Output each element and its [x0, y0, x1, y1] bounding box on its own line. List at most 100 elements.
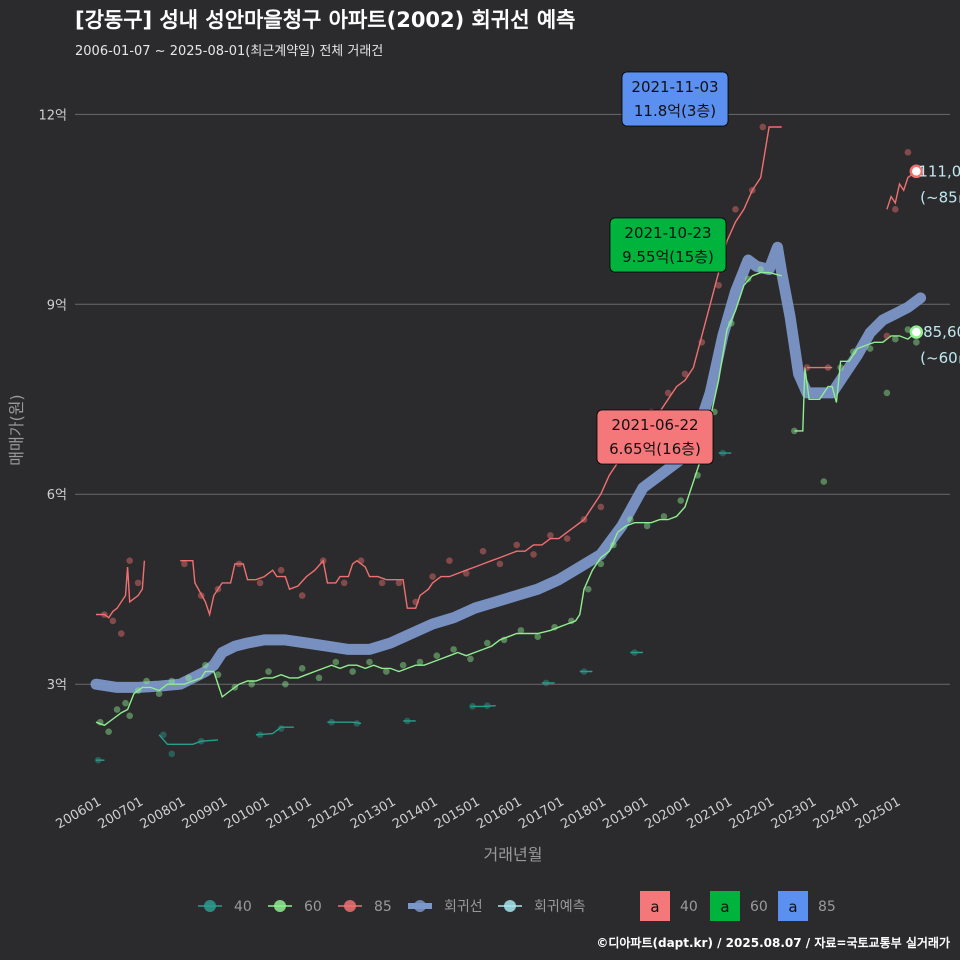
- data-point-60: [282, 680, 289, 688]
- data-point-85: [904, 149, 912, 156]
- data-point-60: [626, 516, 634, 523]
- data-point-60: [660, 513, 668, 520]
- data-point-60: [113, 706, 121, 713]
- annotation-date: 2021-10-23: [624, 224, 711, 242]
- x-tick-labels: 2006012007012008012009012010012011012012…: [54, 794, 904, 832]
- chart-title: [강동구] 성내 성안마을청구 아파트(2002) 회귀선 예측: [75, 8, 575, 32]
- data-point-85: [513, 541, 521, 549]
- annotation-value: 9.55억(15층): [622, 248, 714, 266]
- x-tick-label: 202501: [853, 794, 903, 832]
- data-point-60: [416, 658, 424, 666]
- data-point-85: [446, 557, 453, 565]
- data-point-60: [155, 690, 163, 697]
- legend-box-swatch: [778, 891, 808, 921]
- data-point-85: [429, 573, 436, 580]
- legend-key-dot: [274, 900, 286, 912]
- regression-line: [90, 241, 927, 693]
- chart-subtitle: 2006-01-07 ~ 2025-08-01(최근계약일) 전체 거래건: [75, 44, 383, 59]
- data-point-85: [134, 579, 142, 587]
- legend-box-glyph: a: [788, 898, 797, 916]
- legend-key-dot: [504, 900, 516, 912]
- end-marker: [909, 325, 924, 339]
- y-tick-label: 6억: [47, 488, 67, 503]
- data-point-60: [332, 658, 340, 666]
- x-tick-label: 202401: [811, 794, 861, 832]
- end-label-area: (~60㎡): [920, 349, 960, 367]
- data-point-85: [479, 547, 487, 555]
- data-point-60: [366, 658, 373, 666]
- x-tick-label: 201701: [516, 794, 566, 832]
- legend-key-dot: [414, 900, 426, 912]
- data-point-85: [547, 532, 554, 539]
- data-point-60: [677, 497, 685, 504]
- legend-key-dot: [344, 900, 356, 912]
- x-tick-label: 200601: [54, 794, 104, 832]
- legend-box-label: 60: [750, 899, 768, 915]
- legend-label: 85: [374, 899, 392, 915]
- data-point-60: [315, 674, 323, 682]
- data-point-60: [517, 627, 525, 634]
- x-tick-label: 200801: [138, 794, 188, 832]
- legend-label: 회귀예측: [534, 899, 586, 915]
- data-point-85: [256, 579, 264, 587]
- legend-box-glyph: a: [720, 898, 729, 916]
- data-point-60: [450, 646, 457, 653]
- data-point-85: [298, 592, 306, 599]
- y-gridlines: [75, 113, 950, 685]
- x-tick-label: 201501: [432, 794, 482, 832]
- data-point-85: [395, 579, 403, 587]
- y-axis-title: 매매가(원): [7, 394, 26, 465]
- x-tick-label: 201601: [474, 794, 524, 832]
- data-point-60: [433, 652, 441, 659]
- data-point-60: [643, 522, 651, 530]
- series-line-85: [96, 126, 917, 619]
- data-point-60: [143, 677, 150, 685]
- legend: 40 60 85 회귀선 회귀예측 a 40 a 60 a 85: [198, 891, 836, 921]
- end-label-price: 85,600: [923, 323, 960, 341]
- data-point-85: [597, 503, 605, 511]
- annotation-box: [596, 409, 714, 465]
- y-tick-labels: 3억 6억 9억 12억: [38, 108, 67, 693]
- x-tick-label: 201301: [348, 794, 398, 832]
- data-point-85: [715, 281, 722, 289]
- data-point-60: [399, 661, 407, 669]
- series-line-60: [95, 271, 917, 727]
- data-point-85: [117, 630, 125, 637]
- y-tick-label: 3억: [47, 678, 67, 693]
- chart-caption: ©디아파트(dapt.kr) / 2025.08.07 / 자료=국토교통부 실…: [596, 935, 950, 950]
- data-point-60: [597, 560, 605, 568]
- data-point-60: [534, 633, 542, 641]
- x-tick-label: 200701: [96, 794, 146, 832]
- x-tick-label: 201201: [306, 794, 356, 832]
- data-point-60: [483, 639, 491, 647]
- data-point-60: [904, 326, 912, 333]
- x-tick-label: 201401: [390, 794, 440, 832]
- x-axis-title: 거래년월: [484, 845, 543, 864]
- data-point-60: [892, 335, 899, 343]
- x-tick-label: 201101: [264, 794, 314, 832]
- data-point-60: [467, 655, 474, 663]
- end-label-price: 111,000: [918, 162, 960, 180]
- x-tick-label: 201901: [600, 794, 650, 832]
- data-point-60: [214, 671, 222, 678]
- x-tick-label: 202001: [642, 794, 692, 832]
- data-point-85: [681, 370, 689, 378]
- data-point-60: [883, 389, 891, 397]
- data-point-85: [530, 551, 537, 558]
- data-point-60: [757, 266, 764, 273]
- data-point-85: [803, 364, 811, 371]
- data-point-85: [664, 389, 672, 397]
- annotation-layer: 2021-11-03 11.8억(3층) 2021-10-23 9.55억(15층) 2…: [596, 71, 729, 465]
- legend-box-glyph: a: [650, 898, 659, 916]
- data-point-40: [160, 731, 167, 739]
- legend-box-swatch: [710, 891, 740, 921]
- annotation-value: 6.65억(16층): [609, 440, 701, 458]
- end-label-layer: 111,000 (~85㎡) 85,600 (~60㎡): [909, 162, 960, 367]
- x-tick-label: 201801: [558, 794, 608, 832]
- data-point-85: [340, 579, 348, 587]
- legend-key-dot: [204, 900, 216, 912]
- x-tick-label: 202201: [727, 794, 777, 832]
- annotation-box: [621, 71, 729, 127]
- data-point-60: [248, 680, 255, 688]
